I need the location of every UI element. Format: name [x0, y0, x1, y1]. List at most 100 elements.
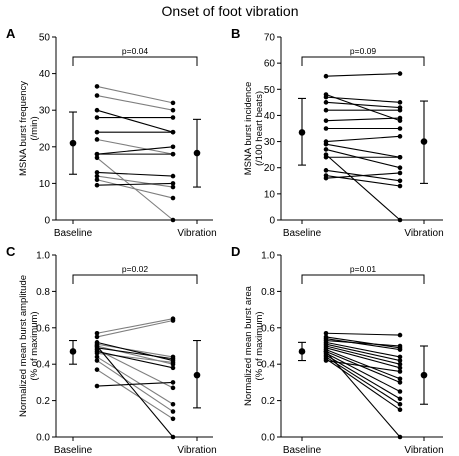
- vibration-point: [397, 107, 403, 113]
- significance-bracket: [72, 274, 198, 284]
- paired-line: [96, 95, 174, 111]
- baseline-point: [94, 343, 100, 349]
- paired-line: [96, 319, 174, 338]
- y-axis-label: MSNA burst incidence: [243, 82, 254, 175]
- vibration-mean-marker: [193, 149, 201, 157]
- baseline-point: [94, 383, 100, 389]
- y-tick-label: 0.0: [261, 433, 275, 444]
- paired-line: [96, 171, 174, 177]
- vibration-point: [397, 178, 403, 184]
- paired-line: [325, 96, 401, 103]
- vibration-point: [170, 100, 176, 106]
- y-tick-label: 0: [44, 216, 50, 227]
- baseline-point: [94, 170, 100, 175]
- baseline-mean-marker: [298, 348, 306, 355]
- baseline-point: [323, 118, 329, 123]
- panel-c: C 0.0 0.2 0.4 0.6 0.8 1.0 Normalized mean burst…: [6, 244, 217, 456]
- x-category-label: Baseline: [54, 445, 93, 456]
- vibration-point: [397, 165, 403, 171]
- y-tick-label: 30: [39, 106, 51, 117]
- y-tick-label: 1.0: [36, 251, 50, 262]
- y-tick-label: 0.6: [36, 323, 50, 334]
- panel-letter: D: [231, 244, 240, 259]
- x-category-label: Vibration: [177, 228, 216, 239]
- vibration-point: [397, 154, 403, 160]
- paired-line: [96, 356, 174, 405]
- baseline-point: [94, 137, 100, 142]
- paired-line: [325, 358, 401, 411]
- baseline-point: [94, 173, 100, 179]
- paired-line: [325, 93, 401, 122]
- baseline-mean-marker: [69, 139, 77, 147]
- vibration-point: [397, 170, 403, 176]
- vibration-mean-marker: [420, 371, 428, 379]
- vibration-point: [397, 380, 403, 385]
- paired-line: [325, 338, 401, 351]
- y-axis-label: Normalized mean burst amplitude: [18, 275, 29, 417]
- y-tick-label: 70: [264, 33, 276, 44]
- baseline-point: [94, 334, 100, 340]
- paired-line: [325, 339, 401, 347]
- paired-line: [325, 135, 401, 143]
- p-value-label: p=0.01: [350, 264, 377, 274]
- vibration-point: [170, 360, 176, 365]
- y-tick-label: 0.4: [36, 360, 50, 371]
- vibration-point: [397, 126, 403, 131]
- paired-line: [96, 146, 174, 155]
- paired-line: [325, 172, 401, 179]
- paired-line: [96, 345, 174, 438]
- paired-line: [96, 85, 174, 104]
- y-tick-label: 10: [264, 189, 276, 200]
- vibration-point: [397, 396, 403, 402]
- baseline-point: [94, 354, 100, 360]
- paired-line: [325, 350, 401, 383]
- vibration-point: [397, 354, 403, 360]
- paired-line: [325, 352, 401, 392]
- paired-line: [325, 73, 401, 77]
- y-tick-label: 0: [269, 216, 275, 227]
- paired-line: [96, 343, 174, 358]
- baseline-point: [323, 126, 329, 131]
- y-tick-label: 30: [264, 137, 276, 148]
- baseline-point: [94, 367, 100, 372]
- baseline-point: [94, 84, 100, 89]
- panel-letter: B: [231, 26, 240, 41]
- vibration-point: [170, 144, 176, 150]
- paired-line: [325, 336, 401, 349]
- paired-line: [96, 138, 174, 155]
- vibration-point: [397, 434, 403, 440]
- vibration-point: [397, 376, 403, 382]
- vibration-point: [397, 217, 403, 223]
- vibration-point: [170, 115, 176, 120]
- y-axis-label: (% of maximum): [29, 311, 40, 380]
- vibration-point: [397, 347, 403, 352]
- paired-line: [96, 182, 174, 186]
- vibration-point: [397, 358, 403, 363]
- vibration-point: [170, 129, 176, 135]
- vibration-point: [170, 195, 176, 201]
- y-tick-label: 0.0: [36, 433, 50, 444]
- vibration-point: [397, 407, 403, 413]
- baseline-point: [323, 152, 329, 157]
- baseline-point: [94, 129, 100, 135]
- y-tick-label: 60: [264, 59, 276, 70]
- panel-letter: C: [6, 244, 16, 259]
- baseline-point: [94, 115, 100, 120]
- y-axis-label: Normalized mean burst area: [243, 285, 254, 406]
- y-tick-label: 20: [39, 142, 51, 153]
- x-category-label: Vibration: [404, 228, 443, 239]
- paired-line: [325, 351, 401, 438]
- significance-bracket: [72, 56, 198, 66]
- vibration-point: [397, 100, 403, 105]
- baseline-point: [323, 147, 329, 152]
- panel-a: A 0 10 20 30 40 50 MSNA burst frequency (/min) Ba…: [6, 26, 217, 239]
- significance-bracket: [301, 56, 425, 66]
- paired-line: [325, 117, 401, 122]
- vibration-point: [397, 389, 403, 394]
- baseline-point: [94, 358, 100, 363]
- vibration-point: [397, 332, 403, 338]
- paired-line: [96, 352, 174, 363]
- panel-d: D 0.0 0.2 0.4 0.6 0.8 1.0 Normalized mean burst…: [231, 244, 444, 456]
- vibration-point: [170, 184, 176, 190]
- paired-line: [96, 341, 174, 362]
